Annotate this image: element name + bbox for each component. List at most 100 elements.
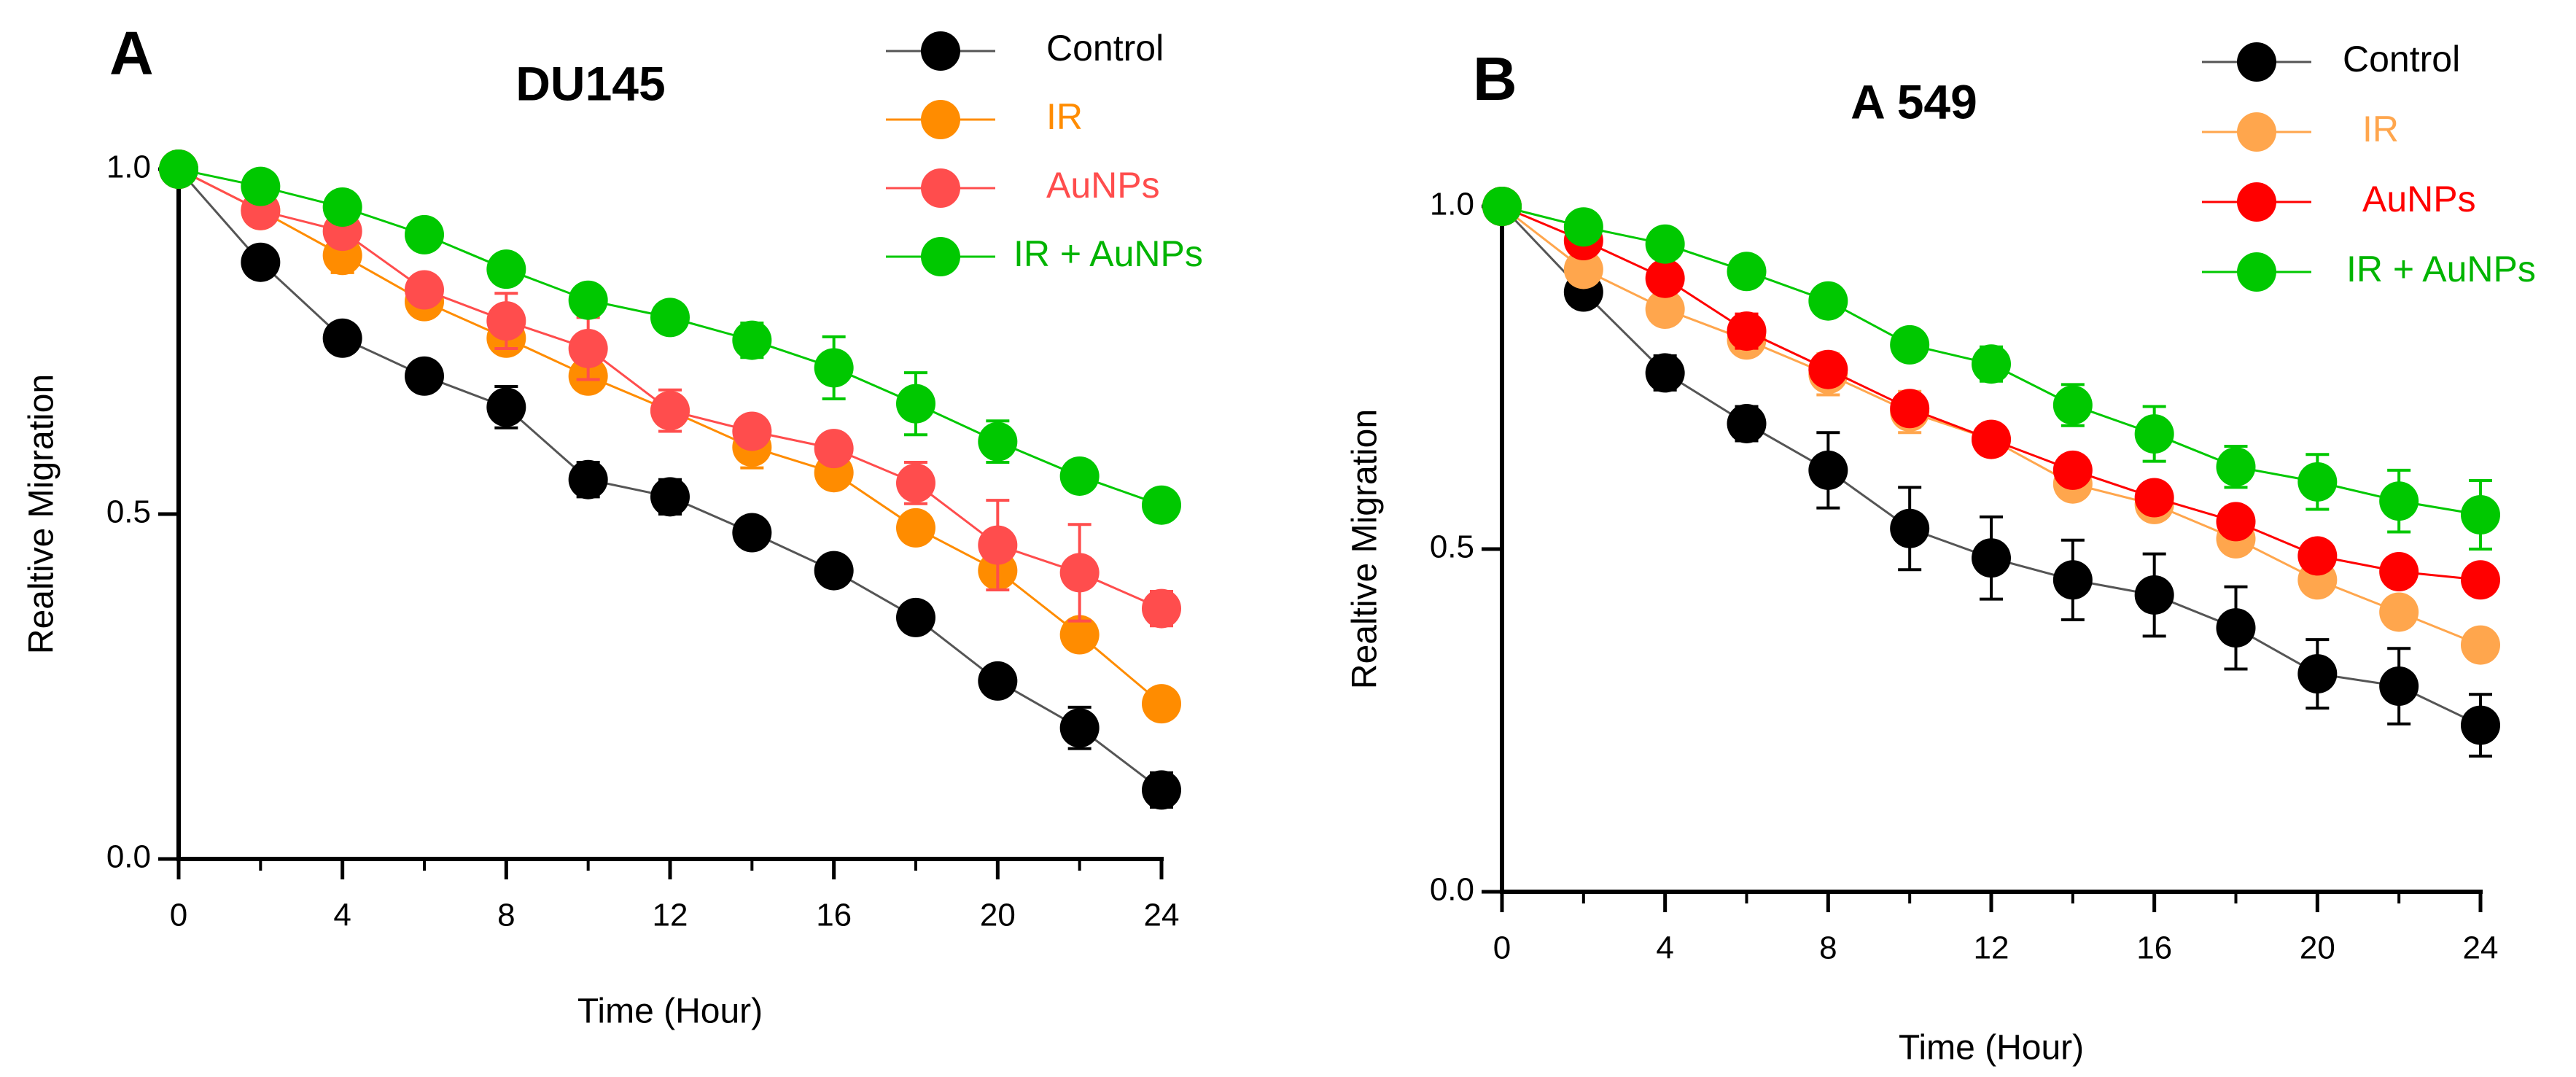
data-point: [732, 411, 772, 451]
data-point: [405, 356, 444, 396]
data-point: [1808, 450, 1848, 490]
y-tick-label: 0.5: [106, 494, 151, 530]
x-tick-label: 8: [497, 898, 515, 933]
data-point: [896, 597, 935, 637]
legend-label: IR: [1046, 96, 1083, 137]
data-point: [2134, 575, 2174, 615]
data-point: [1645, 258, 1685, 298]
legend-label: IR + AuNPs: [1013, 233, 1203, 274]
legend-marker: [2237, 42, 2276, 82]
series-aunps: [159, 149, 1181, 629]
data-point: [1972, 344, 2011, 384]
legend-label: IR + AuNPs: [2346, 249, 2536, 289]
data-point: [978, 525, 1018, 565]
data-point: [241, 166, 281, 206]
data-point: [1972, 538, 2011, 578]
x-tick-label: 24: [2463, 930, 2499, 966]
data-point: [1059, 456, 1100, 496]
x-tick-label: 20: [2300, 930, 2335, 966]
legend-marker: [921, 31, 960, 71]
legend-item: Control: [2202, 39, 2460, 82]
data-point: [2216, 447, 2256, 487]
legend-marker: [921, 237, 960, 276]
y-tick-label: 1.0: [106, 149, 151, 185]
x-axis-label: Time (Hour): [577, 992, 763, 1031]
legend-label: AuNPs: [1046, 165, 1160, 206]
data-point: [1563, 207, 1603, 247]
series-ir-aunps: [1482, 187, 2500, 551]
data-point: [814, 551, 854, 591]
data-point: [2052, 450, 2093, 490]
data-point: [1142, 684, 1181, 724]
legend-item: Control: [886, 28, 1164, 71]
y-tick-label: 0.5: [1430, 529, 1474, 565]
data-point: [1890, 324, 1930, 365]
data-point: [568, 459, 608, 499]
x-tick-label: 0: [1493, 930, 1511, 966]
data-point: [732, 513, 772, 553]
data-point: [322, 318, 362, 358]
x-tick-label: 12: [1974, 930, 2009, 966]
panel-label: B: [1473, 44, 1517, 113]
data-point: [978, 661, 1018, 701]
data-point: [2379, 592, 2419, 632]
x-tick-label: 20: [980, 898, 1016, 933]
y-tick-label: 0.0: [1430, 872, 1474, 908]
data-point: [2216, 608, 2256, 648]
data-point: [405, 270, 444, 310]
data-point: [2216, 502, 2256, 542]
x-tick-label: 4: [333, 898, 351, 933]
data-point: [2134, 478, 2174, 518]
data-point: [650, 391, 690, 431]
x-tick-label: 8: [1819, 930, 1837, 966]
series-ir-aunps: [159, 149, 1181, 525]
data-point: [896, 384, 935, 424]
panel-label: A: [109, 19, 154, 88]
chart-title: DU145: [515, 56, 665, 110]
data-point: [1482, 187, 1522, 226]
legend-label: AuNPs: [2362, 179, 2476, 219]
legend-marker: [2237, 252, 2276, 292]
data-point: [1645, 353, 1685, 393]
data-point: [486, 301, 526, 341]
legend-item: IR + AuNPs: [886, 233, 1203, 276]
data-point: [568, 328, 608, 368]
x-tick-label: 4: [1656, 930, 1673, 966]
data-point: [568, 280, 608, 320]
data-point: [650, 477, 690, 517]
data-point: [2379, 552, 2419, 592]
data-point: [1890, 389, 1930, 429]
data-point: [1142, 485, 1181, 525]
data-point: [2052, 560, 2093, 600]
data-point: [2297, 536, 2338, 576]
data-point: [1808, 281, 1848, 321]
x-tick-label: 16: [2136, 930, 2172, 966]
x-tick-label: 24: [1144, 898, 1180, 933]
data-point: [1563, 249, 1603, 289]
legend-item: IR: [2202, 109, 2399, 152]
data-point: [1727, 252, 1767, 292]
data-point: [1808, 349, 1848, 389]
data-point: [1059, 708, 1100, 748]
data-point: [1142, 770, 1181, 810]
x-tick-label: 16: [816, 898, 852, 933]
y-tick-label: 1.0: [1430, 187, 1474, 222]
data-point: [2052, 385, 2093, 425]
data-point: [814, 348, 854, 388]
legend-marker: [2237, 112, 2276, 152]
data-point: [1645, 224, 1685, 264]
data-point: [1972, 419, 2011, 459]
data-point: [1890, 508, 1930, 548]
data-point: [486, 249, 526, 289]
legend-item: AuNPs: [886, 165, 1160, 208]
data-point: [2461, 495, 2500, 534]
data-point: [405, 214, 444, 254]
y-axis-label: Realtive Migration: [1346, 409, 1385, 689]
data-point: [978, 421, 1018, 462]
legend-item: AuNPs: [2202, 179, 2476, 222]
x-tick-label: 0: [170, 898, 187, 933]
panel-b: B A 549 0 4 8 12 16 20 24 0.0 0.5 1.0 Time (Hour) Rea…: [1346, 39, 2536, 1067]
data-point: [732, 320, 772, 360]
